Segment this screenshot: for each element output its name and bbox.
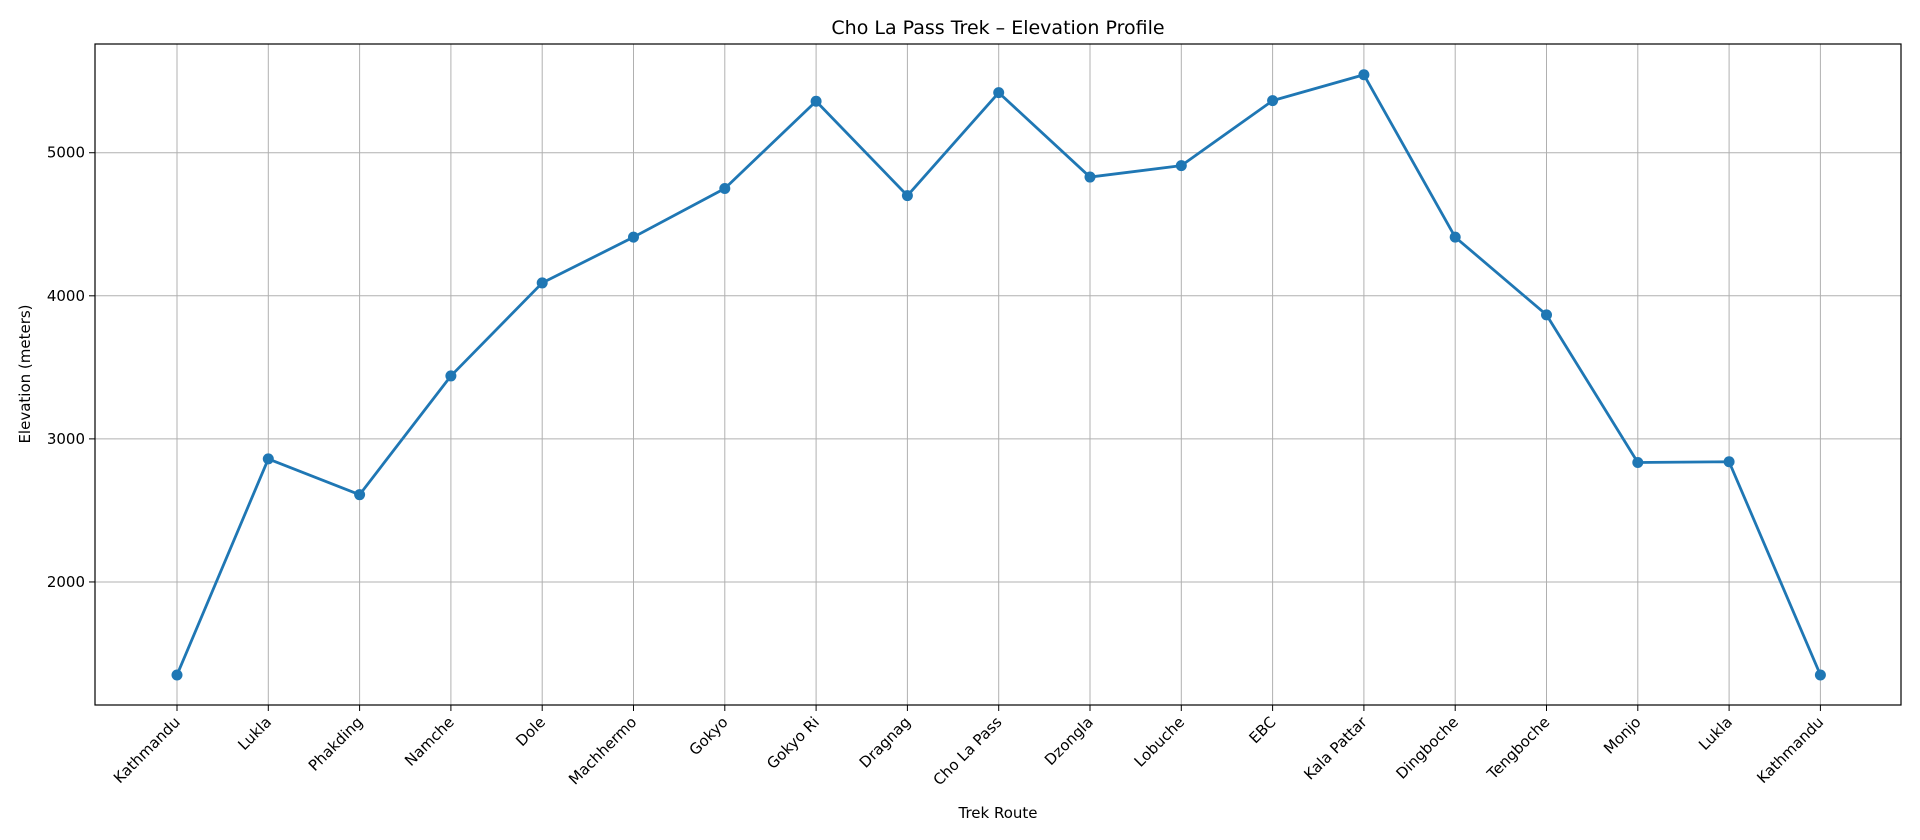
x-tick-label: Namche xyxy=(401,713,458,770)
y-axis-ticks: 2000 3000 4000 5000 xyxy=(47,144,95,591)
x-tick-label: Machhermo xyxy=(565,713,640,788)
data-point-marker xyxy=(262,453,274,465)
data-point-marker xyxy=(628,231,639,243)
x-tick-label: Dragnag xyxy=(856,713,914,771)
y-tick-label: 2000 xyxy=(47,573,85,591)
data-point-marker xyxy=(1084,171,1096,183)
x-tick-label: Dole xyxy=(512,713,549,750)
data-point-marker xyxy=(719,183,731,195)
data-series xyxy=(171,69,1826,681)
x-tick-label: Monjo xyxy=(1600,713,1645,758)
data-point-marker xyxy=(1267,95,1279,107)
data-point-marker xyxy=(171,669,183,681)
data-point-marker xyxy=(536,277,548,289)
data-point-marker xyxy=(810,95,822,107)
x-tick-label: Tengboche xyxy=(1483,713,1553,783)
data-point-marker xyxy=(901,190,913,202)
data-point-marker xyxy=(1814,669,1826,681)
plot-area-frame xyxy=(94,43,1902,706)
data-point-marker xyxy=(1358,69,1370,81)
x-tick-label: Kathmandu xyxy=(1753,713,1827,787)
x-tick-label: Lukla xyxy=(234,713,275,754)
x-tick-label: EBC xyxy=(1245,713,1279,747)
x-tick-label: Cho La Pass xyxy=(930,713,1006,789)
chart-title: Cho La Pass Trek – Elevation Profile xyxy=(831,17,1164,39)
data-point-marker xyxy=(1632,456,1644,468)
x-tick-label: Gokyo xyxy=(686,713,732,759)
x-axis-label: Trek Route xyxy=(957,804,1037,822)
data-point-marker xyxy=(1175,160,1187,172)
y-axis-label: Elevation (meters) xyxy=(16,304,34,443)
x-tick-label: Kala Pattar xyxy=(1300,713,1371,784)
y-tick-label: 3000 xyxy=(47,430,85,448)
data-point-marker xyxy=(1541,309,1552,321)
x-tick-label: Gokyo Ri xyxy=(763,713,823,773)
data-point-marker xyxy=(993,87,1005,99)
grid-lines xyxy=(95,44,1901,705)
data-point-marker xyxy=(445,370,457,382)
x-tick-label: Lukla xyxy=(1695,713,1736,754)
data-point-marker xyxy=(1449,231,1461,243)
x-axis-ticks: Kathmandu Lukla Phakding Namche Dole Machherm… xyxy=(110,705,1827,789)
x-tick-label: Lobuche xyxy=(1131,713,1188,770)
x-tick-label: Phakding xyxy=(305,713,367,775)
data-point-marker xyxy=(1723,456,1735,468)
x-tick-label: Kathmandu xyxy=(110,713,184,787)
data-point-marker xyxy=(354,489,366,501)
y-tick-label: 4000 xyxy=(47,287,85,305)
x-tick-label: Dzongla xyxy=(1041,713,1097,769)
y-tick-label: 5000 xyxy=(47,144,85,162)
x-tick-label: Dingboche xyxy=(1392,713,1462,783)
